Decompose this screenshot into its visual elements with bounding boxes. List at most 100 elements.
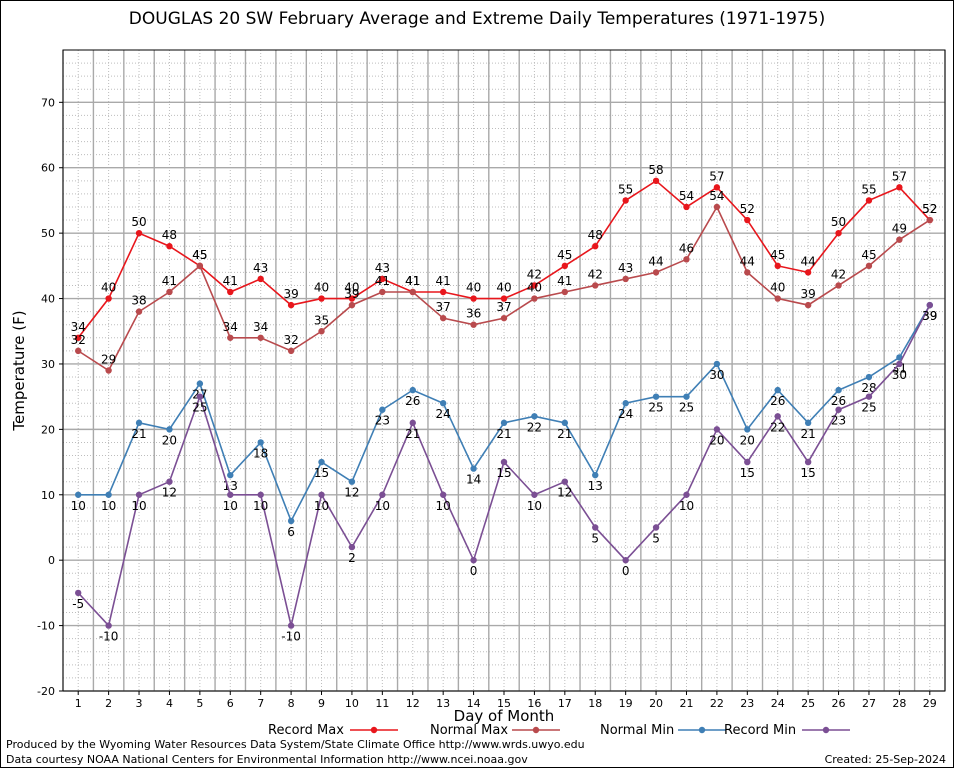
y-tick-label: 40 (41, 293, 55, 306)
normal-min-data-label: 15 (314, 466, 329, 480)
record-min-data-label: 10 (253, 499, 268, 513)
record-min-data-label: 20 (709, 433, 724, 447)
footer-created-date: Created: 25-Sep-2024 (824, 753, 946, 766)
normal-min-point (865, 373, 873, 381)
normal-min-point (652, 393, 660, 400)
normal-max-point (835, 282, 842, 289)
normal-min-data-label: 20 (740, 433, 755, 447)
record-min-point (227, 491, 234, 498)
normal-min-point (622, 400, 629, 407)
legend-label-normal-max: Normal Max (430, 723, 508, 738)
normal-max-point (804, 301, 812, 309)
record-min-point (257, 491, 264, 498)
normal-min-point (683, 393, 690, 400)
y-tick-label: 70 (41, 96, 55, 109)
normal-max-data-label: 41 (405, 274, 420, 288)
normal-max-data-label: 46 (679, 241, 694, 255)
normal-max-data-label: 38 (131, 294, 146, 308)
record-min-point (379, 491, 386, 498)
normal-min-point (318, 458, 325, 466)
record-min-point (409, 419, 416, 427)
x-tick-label: 20 (649, 697, 663, 710)
record-min-data-label: 12 (162, 486, 177, 500)
record-min-point (896, 360, 903, 368)
normal-max-data-label: 42 (831, 267, 846, 281)
x-axis: 1 2 3 4 5 6 7 8 9 10 11 12 13 14 15 16 17 18 19 20 21 22 23 24 2… (75, 691, 937, 710)
normal-max-data-label: 45 (861, 248, 876, 262)
footer-produced-by: Produced by the Wyoming Water Resources … (6, 738, 585, 751)
normal-min-point (348, 478, 356, 485)
record-max-point (592, 243, 599, 250)
record-max-point (439, 288, 447, 296)
normal-max-data-label: 39 (800, 287, 815, 301)
record-min-point (470, 556, 477, 564)
normal-min-point (500, 419, 508, 427)
normal-min-data-label: 18 (253, 446, 268, 460)
x-tick-label: 13 (436, 697, 450, 710)
x-tick-label: 18 (588, 697, 602, 710)
x-tick-label: 27 (862, 697, 876, 710)
record-min-data-label: 23 (831, 414, 846, 428)
legend-label-record-max: Record Max (268, 723, 344, 738)
record-max-point (348, 295, 356, 302)
record-min-data-label: -10 (99, 630, 119, 644)
normal-min-data-label: 21 (131, 427, 146, 441)
normal-max-point (379, 288, 386, 296)
normal-max-point (744, 269, 751, 276)
record-max-data-label: 40 (466, 281, 481, 295)
x-axis-label: Day of Month (454, 707, 555, 725)
x-tick-label: 14 (467, 697, 481, 710)
normal-min-data-label: 22 (527, 420, 542, 434)
normal-min-point (287, 517, 295, 525)
record-max-point (318, 295, 325, 302)
record-max-point (683, 203, 690, 211)
record-max-data-label: 54 (679, 189, 694, 203)
record-max-point (470, 295, 477, 302)
record-min-data-label: 10 (527, 499, 542, 513)
record-max-data-label: 41 (223, 274, 238, 288)
legend: Record Max Normal Max Normal Min Record Min (268, 723, 850, 738)
x-tick-label: 6 (227, 697, 234, 710)
x-tick-label: 24 (771, 697, 785, 710)
normal-min-data-label: 26 (405, 394, 420, 408)
normal-max-point (257, 334, 264, 341)
record-min-data-label: 15 (496, 466, 511, 480)
normal-max-data-label: 49 (892, 222, 907, 236)
record-max-data-label: 40 (101, 281, 116, 295)
normal-max-data-label: 44 (740, 254, 755, 268)
record-max-data-label: 40 (344, 281, 359, 295)
y-tick-label: -20 (37, 685, 55, 698)
normal-max-data-label: 41 (375, 274, 390, 288)
x-tick-label: 25 (801, 697, 815, 710)
normal-max-data-label: 40 (527, 281, 542, 295)
x-tick-label: 3 (136, 697, 143, 710)
normal-max-data-label: 43 (618, 261, 633, 275)
record-max-point (166, 243, 173, 250)
record-max-point (257, 275, 264, 283)
record-min-point (166, 478, 173, 485)
x-tick-label: 26 (832, 697, 846, 710)
record-max-point (622, 197, 629, 204)
normal-max-point (348, 301, 356, 309)
record-min-data-label: 2 (348, 551, 356, 565)
record-min-data-label: 15 (740, 466, 755, 480)
record-max-point (135, 229, 143, 237)
normal-min-data-label: 13 (588, 479, 603, 493)
record-min-point (865, 393, 873, 400)
normal-max-data-label: 40 (770, 281, 785, 295)
normal-max-point (227, 334, 234, 341)
footer-data-courtesy: Data courtesy NOAA National Centers for … (6, 753, 528, 766)
normal-max-data-label: 45 (192, 248, 207, 262)
normal-min-data-label: 10 (71, 499, 86, 513)
record-min-point (744, 458, 751, 466)
normal-min-data-label: 6 (287, 525, 295, 539)
normal-max-point (774, 295, 781, 302)
normal-max-point (196, 262, 204, 270)
normal-min-point (227, 471, 234, 479)
normal-min-point (592, 471, 599, 479)
normal-max-point (592, 282, 599, 289)
normal-min-point (257, 439, 264, 446)
y-tick-label: 50 (41, 227, 55, 240)
normal-max-point (409, 288, 416, 296)
